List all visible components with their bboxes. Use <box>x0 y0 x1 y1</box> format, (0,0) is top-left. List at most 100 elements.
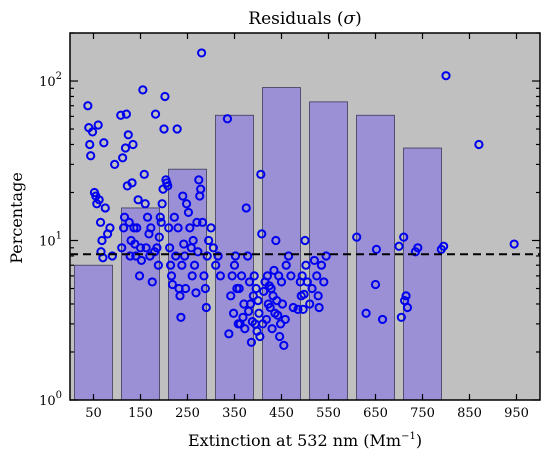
data-point <box>244 277 255 287</box>
data-point <box>142 212 153 222</box>
data-point <box>120 143 131 153</box>
data-point <box>259 286 269 296</box>
data-point <box>197 48 207 58</box>
data-point <box>152 243 162 253</box>
data-point <box>300 235 310 246</box>
data-point <box>180 251 190 261</box>
data-point <box>298 304 308 314</box>
data-point <box>234 283 244 294</box>
data-point <box>200 283 210 294</box>
data-point <box>277 299 288 309</box>
data-point <box>227 271 237 281</box>
data-point <box>370 279 381 290</box>
x-tick-label: 850 <box>457 406 482 421</box>
data-point <box>316 260 327 270</box>
data-point <box>309 255 319 266</box>
data-point <box>267 324 277 334</box>
y-tick-label: 101 <box>39 231 62 250</box>
data-point <box>275 331 285 342</box>
ticks-layer: 50 150 250 350 450 550 650 750 850 950 100 101 102 <box>39 32 540 421</box>
data-point <box>199 271 209 281</box>
data-point <box>167 279 178 290</box>
data-point <box>236 271 247 281</box>
data-point <box>273 310 283 320</box>
data-point <box>441 71 451 81</box>
data-point <box>202 251 212 261</box>
data-point <box>245 299 256 309</box>
data-point <box>94 195 104 205</box>
data-point <box>313 291 323 301</box>
data-point <box>439 241 449 251</box>
data-point <box>160 91 170 102</box>
data-point <box>187 271 197 281</box>
bar-450 <box>262 87 301 401</box>
data-point <box>188 235 198 246</box>
data-point <box>275 319 286 329</box>
data-point <box>134 271 145 281</box>
data-point <box>371 244 382 254</box>
data-point <box>193 247 203 257</box>
data-point <box>116 110 126 120</box>
bar-550 <box>309 101 348 401</box>
data-point <box>181 283 191 294</box>
data-point <box>297 271 307 281</box>
data-point <box>302 277 312 287</box>
y-tick-label: 102 <box>39 71 62 90</box>
data-point <box>183 207 194 218</box>
data-point <box>123 130 133 140</box>
chart-title: Residuals (σ) <box>248 9 361 29</box>
data-point <box>181 199 192 209</box>
data-point <box>399 232 409 242</box>
data-point <box>314 302 324 313</box>
data-point <box>286 271 296 281</box>
data-point <box>95 217 106 227</box>
data-point <box>173 223 183 233</box>
data-point <box>401 291 411 301</box>
data-point <box>159 124 169 134</box>
data-point <box>509 239 519 249</box>
data-point <box>206 223 216 233</box>
data-point <box>147 277 157 287</box>
data-point <box>99 138 109 148</box>
data-point <box>312 271 322 281</box>
data-point <box>319 277 329 287</box>
data-point <box>133 195 143 205</box>
data-point <box>279 340 289 350</box>
data-point <box>396 312 406 322</box>
data-point <box>163 181 173 191</box>
data-point <box>197 217 208 227</box>
data-point <box>413 243 423 253</box>
data-point <box>255 331 265 342</box>
data-point <box>178 191 188 201</box>
data-point <box>157 199 167 209</box>
data-point <box>352 232 362 242</box>
data-point <box>249 271 259 281</box>
data-point <box>176 312 186 322</box>
data-point <box>125 251 135 261</box>
data-point <box>402 302 413 313</box>
data-point <box>262 271 272 281</box>
data-point <box>139 169 149 179</box>
bar-50 <box>74 264 113 401</box>
data-point <box>140 199 150 209</box>
x-tick-label: 350 <box>222 406 247 421</box>
data-point <box>228 308 239 318</box>
data-point <box>271 235 281 246</box>
data-point <box>265 302 275 313</box>
data-point <box>281 260 291 270</box>
data-point <box>288 302 298 313</box>
x-axis-label: Extinction at 532 nm (Mm−1) <box>188 431 422 450</box>
data-point <box>243 251 253 261</box>
data-point <box>301 260 311 270</box>
data-point <box>230 251 241 261</box>
data-point <box>254 308 264 318</box>
data-point <box>185 223 195 233</box>
data-point <box>321 251 331 261</box>
data-point <box>86 151 96 161</box>
x-tick-label: 50 <box>85 406 102 421</box>
data-point <box>280 314 290 325</box>
data-point <box>361 308 371 318</box>
data-point <box>201 302 211 313</box>
data-point <box>138 85 148 95</box>
data-point <box>215 271 225 281</box>
